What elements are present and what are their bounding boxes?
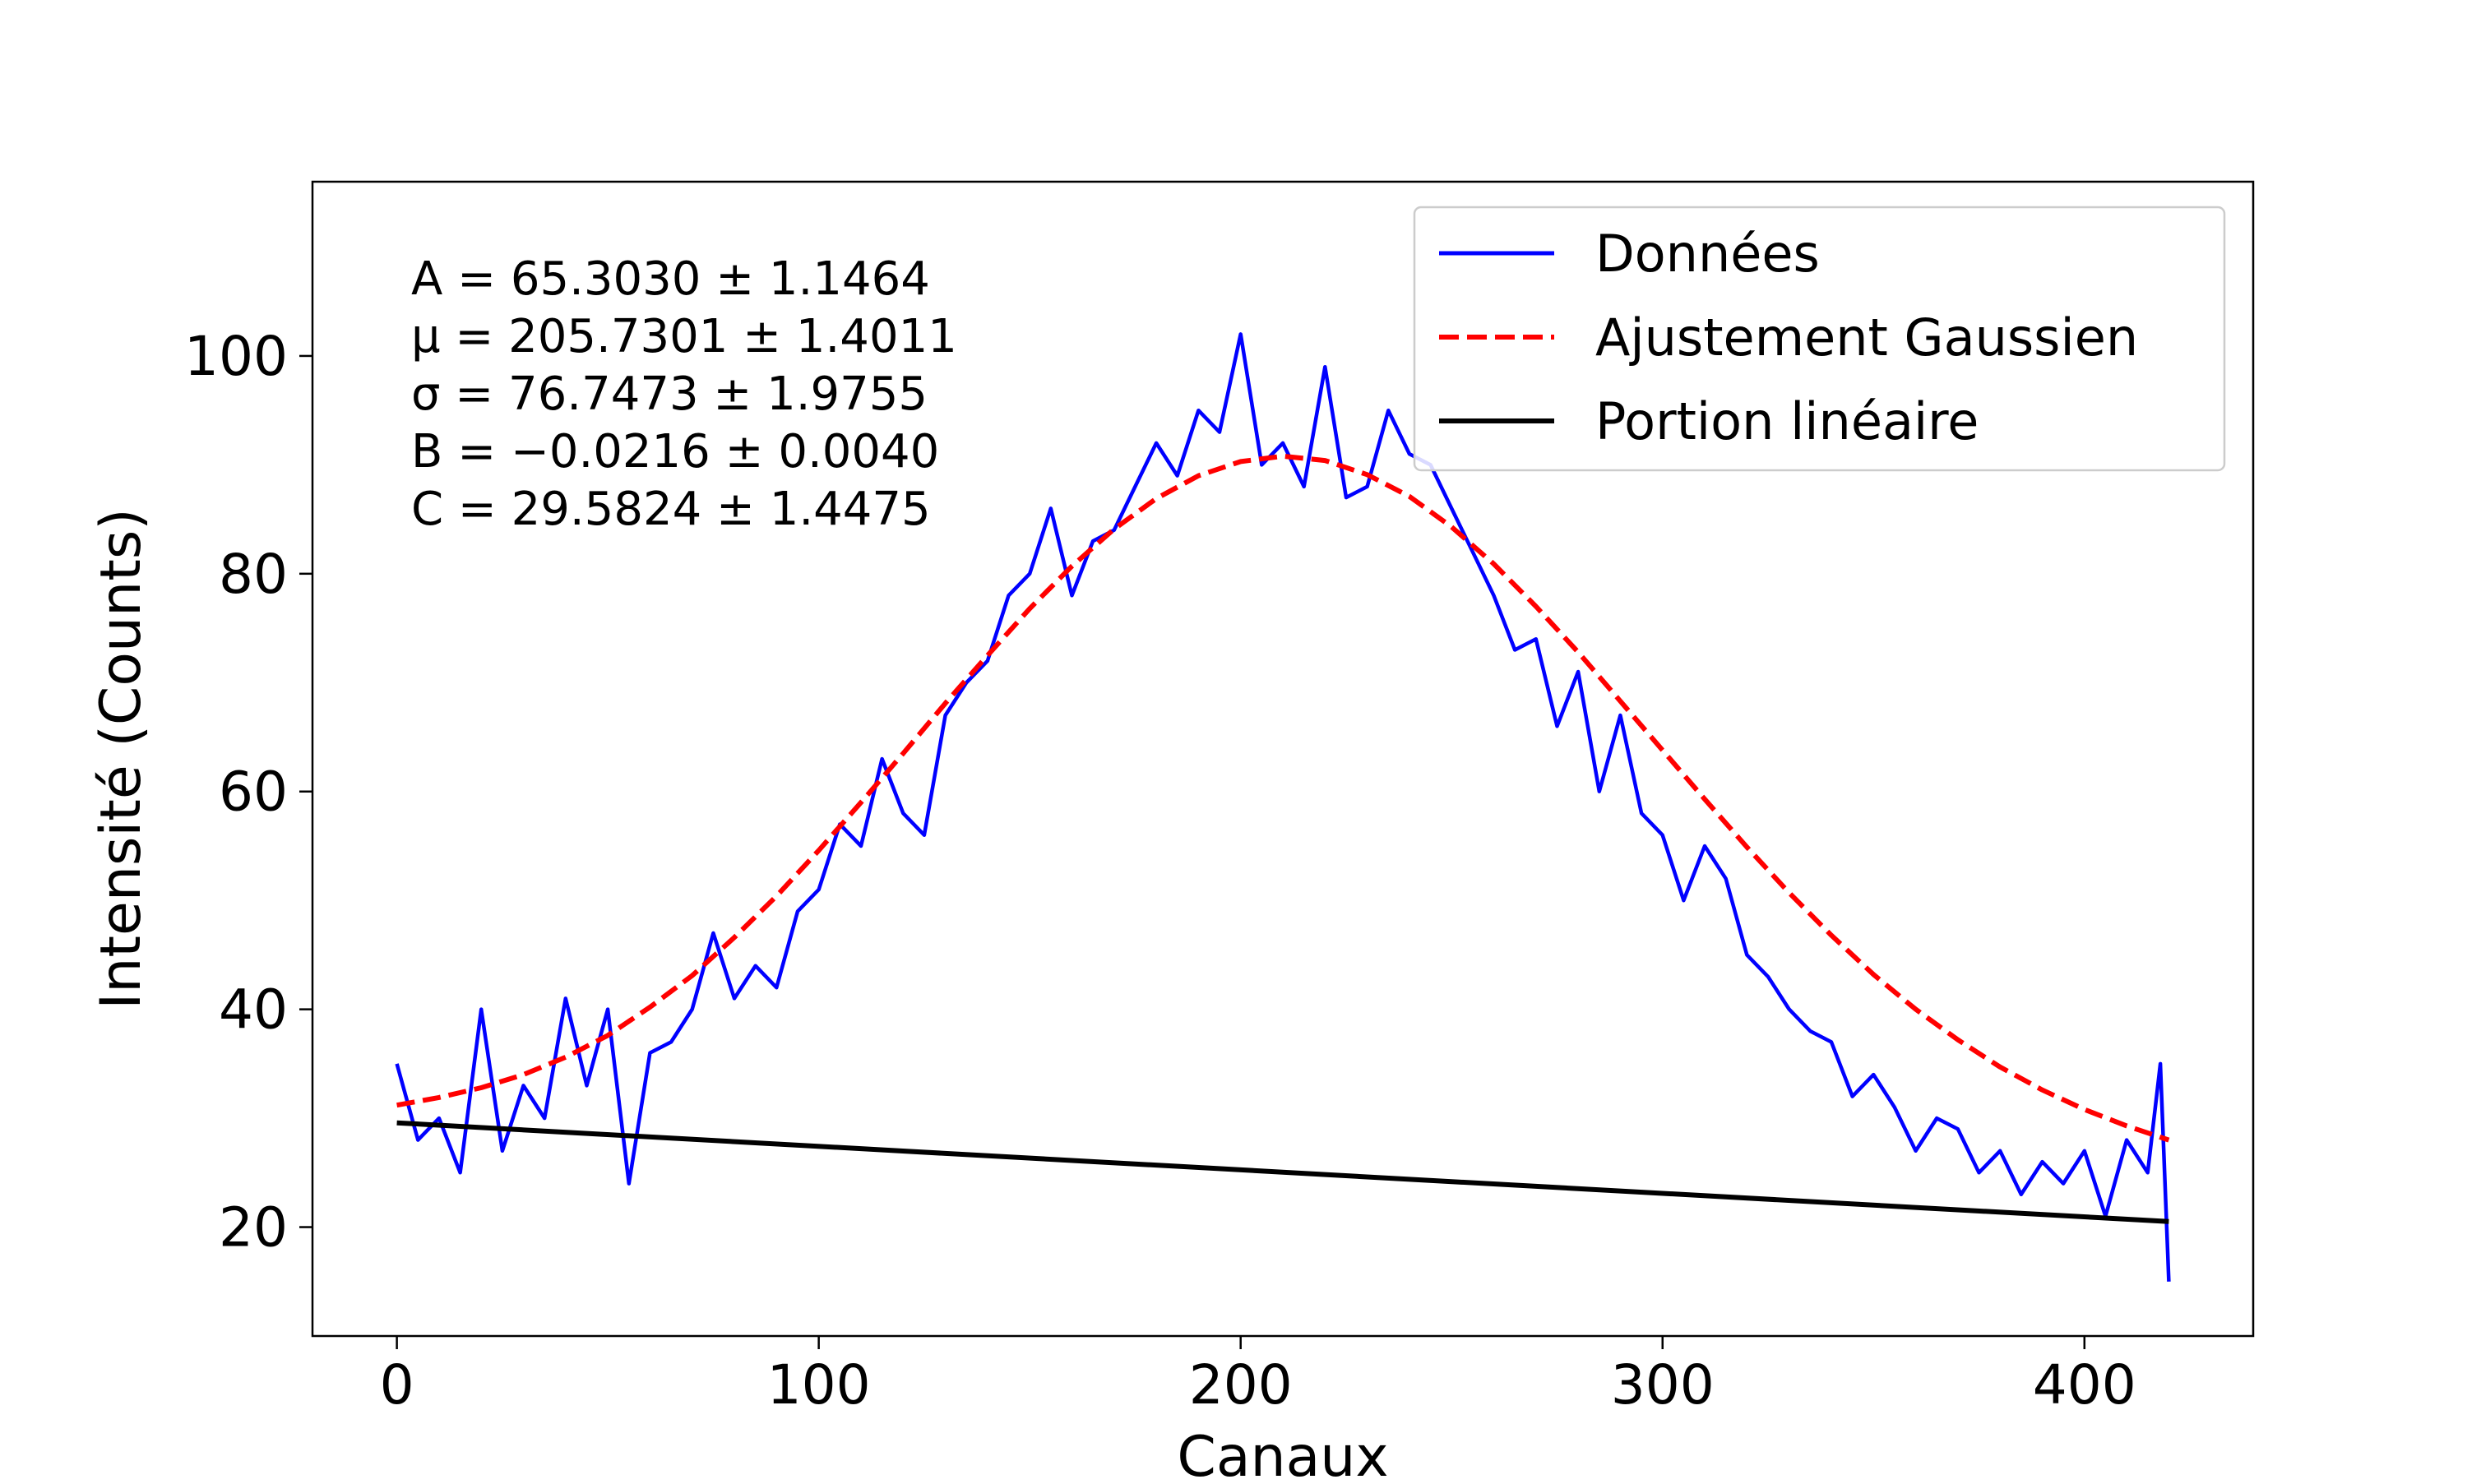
legend: Données Ajustement Gaussien Portion liné… bbox=[1413, 206, 2226, 472]
x-tick-label: 100 bbox=[767, 1353, 871, 1417]
x-tick-label: 400 bbox=[2033, 1353, 2136, 1417]
ticks-layer: 0 100 200 300 400 20 40 60 80 100 bbox=[184, 325, 2136, 1417]
annotation-c: C = 29.5824 ± 1.4475 bbox=[411, 483, 931, 536]
series-line-donnees bbox=[395, 332, 2171, 1282]
series-layer bbox=[395, 332, 2171, 1282]
y-tick-label: 20 bbox=[219, 1196, 288, 1260]
legend-label-donnees: Données bbox=[1595, 224, 1820, 284]
y-tick-label: 40 bbox=[219, 978, 288, 1042]
legend-label-lineaire: Portion linéaire bbox=[1595, 391, 1979, 451]
y-tick-label: 100 bbox=[184, 325, 288, 388]
x-tick-label: 300 bbox=[1611, 1353, 1715, 1417]
y-tick-label: 80 bbox=[219, 543, 288, 606]
y-axis-label: Intensité (Counts) bbox=[89, 508, 154, 1010]
y-tick-label: 60 bbox=[219, 760, 288, 824]
series-line-portion-lineaire bbox=[396, 1120, 2169, 1224]
legend-box bbox=[1413, 206, 2226, 472]
annotation-sigma: σ = 76.7473 ± 1.9755 bbox=[411, 368, 928, 421]
legend-label-ajustement: Ajustement Gaussien bbox=[1595, 307, 2138, 368]
series-line-ajustement-gaussien bbox=[396, 453, 2170, 1143]
plot-frame bbox=[311, 180, 2255, 1338]
annotation-a: A = 65.3030 ± 1.1464 bbox=[411, 252, 930, 306]
x-axis-label: Canaux bbox=[1177, 1425, 1388, 1480]
annotation-b: B = −0.0216 ± 0.0040 bbox=[411, 425, 939, 478]
x-tick-label: 200 bbox=[1189, 1353, 1293, 1417]
fit-parameters-annotation: A = 65.3030 ± 1.1464 μ = 205.7301 ± 1.40… bbox=[411, 252, 957, 536]
annotation-mu: μ = 205.7301 ± 1.4011 bbox=[411, 310, 957, 363]
x-tick-label: 0 bbox=[380, 1353, 414, 1417]
